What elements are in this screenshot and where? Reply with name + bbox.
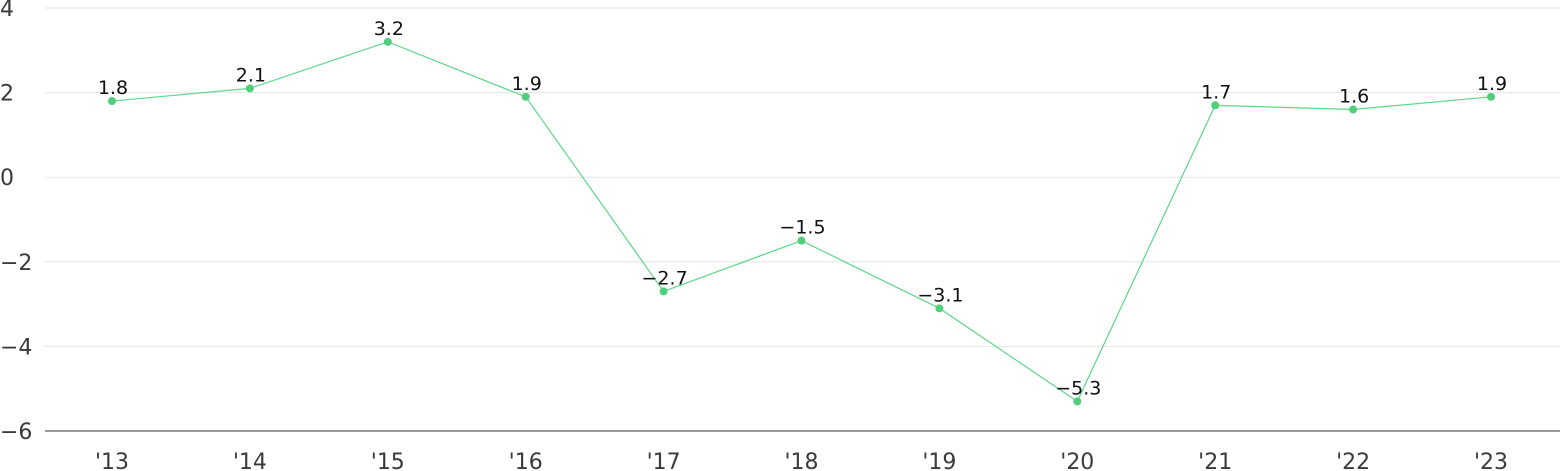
data-point: [383, 37, 392, 46]
data-point: [659, 287, 668, 296]
data-label: −3.1: [917, 284, 963, 306]
data-point: [521, 92, 530, 101]
data-label: −5.3: [1055, 377, 1101, 399]
x-tick-label: '19: [922, 450, 956, 471]
y-tick-label: 0: [0, 166, 14, 191]
y-tick-label: −4: [0, 335, 32, 360]
x-axis-ticks: '13 '14 '15 '16 '17 '18 '19 '20 '21 '22 '23: [95, 450, 1508, 471]
x-tick-label: '21: [1198, 450, 1232, 471]
x-tick-label: '18: [784, 450, 818, 471]
data-label: 1.6: [1339, 86, 1369, 108]
x-tick-label: '23: [1474, 450, 1508, 471]
data-label: −1.5: [779, 217, 825, 239]
data-points: [108, 37, 1495, 406]
y-tick-label: 4: [0, 0, 14, 22]
data-label: 1.7: [1201, 81, 1231, 103]
data-label: 2.1: [236, 64, 266, 86]
data-point: [1487, 92, 1495, 101]
data-point: [245, 84, 254, 93]
x-tick-label: '17: [647, 450, 681, 471]
data-point: [1349, 105, 1358, 114]
y-tick-label: 2: [0, 82, 14, 107]
y-tick-label: −6: [0, 420, 32, 445]
x-tick-label: '22: [1336, 450, 1370, 471]
data-point: [1073, 397, 1082, 406]
data-point: [935, 304, 944, 313]
data-label: 1.9: [1477, 73, 1507, 95]
data-labels: 1.8 2.1 3.2 1.9 −2.7 −1.5 −3.1 −5.3 1.7 1.6 1.9: [98, 18, 1507, 400]
x-tick-label: '20: [1060, 450, 1094, 471]
data-point: [108, 97, 116, 106]
data-label: 1.8: [98, 77, 128, 99]
data-label: −2.7: [642, 267, 688, 289]
x-tick-label: '15: [371, 450, 405, 471]
gridlines: [45, 7, 1560, 347]
y-axis-ticks: 4 2 0 −2 −4 −6: [0, 0, 32, 445]
x-tick-label: '16: [509, 450, 543, 471]
data-label: 1.9: [512, 73, 542, 95]
x-tick-label: '14: [233, 450, 267, 471]
data-label: 3.2: [374, 18, 404, 40]
y-tick-label: −2: [0, 251, 32, 276]
data-point: [797, 236, 806, 245]
x-tick-label: '13: [95, 450, 129, 471]
data-point: [1211, 101, 1220, 110]
